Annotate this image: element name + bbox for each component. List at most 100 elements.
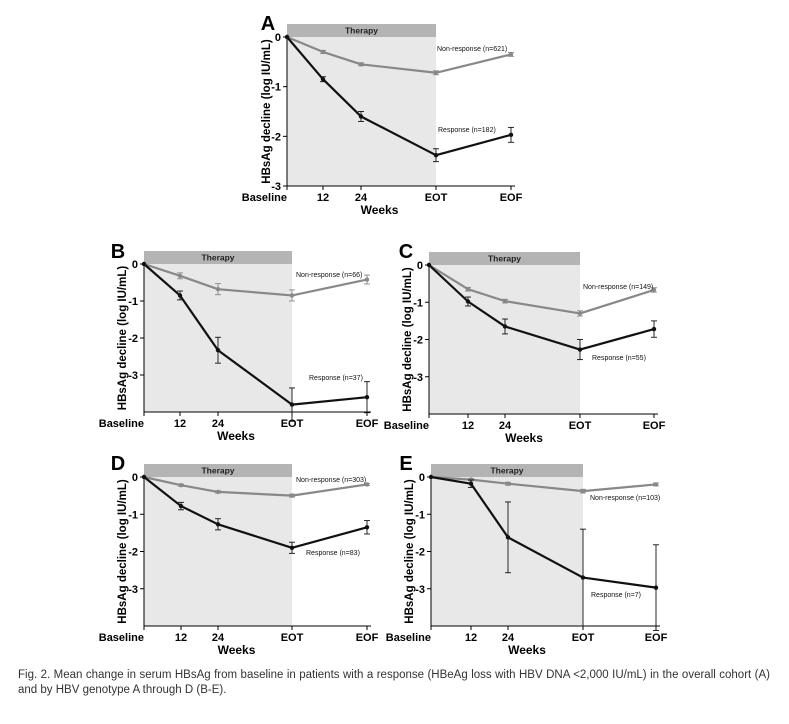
- x-axis-label: Weeks: [508, 643, 546, 657]
- x-tick-label: Baseline: [384, 420, 429, 432]
- y-tick-label: 0: [132, 472, 138, 484]
- x-axis-label: Weeks: [361, 203, 399, 217]
- response-label: Response (n=83): [306, 550, 360, 557]
- x-axis-label: Weeks: [505, 431, 543, 445]
- x-tick-label: 12: [462, 420, 474, 432]
- x-tick-label: EOT: [281, 418, 304, 430]
- response-point: [433, 153, 439, 158]
- x-tick-label: EOF: [643, 420, 666, 432]
- x-tick-label: EOF: [356, 632, 379, 644]
- response-point: [577, 347, 583, 352]
- response-point: [651, 326, 657, 332]
- y-axis-label: HBsAg decline (log IU/mL): [402, 267, 414, 412]
- nonresponse-point: [465, 287, 471, 292]
- nonresponse-point: [508, 52, 514, 57]
- nonresponse-point: [651, 287, 657, 293]
- x-tick-label: 24: [502, 632, 515, 644]
- nonresponse-point: [577, 311, 583, 316]
- response-point: [508, 132, 514, 138]
- nonresponse-point: [320, 49, 326, 55]
- response-point: [141, 261, 147, 267]
- nonresponse-point: [502, 298, 508, 304]
- y-tick-label: -2: [413, 335, 423, 347]
- x-axis-label: Weeks: [218, 643, 256, 657]
- response-label: Response (n=182): [438, 127, 496, 134]
- nonresponse-point: [358, 62, 364, 67]
- response-point: [502, 324, 508, 329]
- nonresponse-point: [433, 70, 439, 75]
- panel-letter: D: [111, 453, 125, 475]
- response-point: [320, 77, 326, 82]
- therapy-header: [429, 252, 580, 265]
- nonresponse-label: Non-response (n=103): [590, 495, 660, 502]
- y-tick-label: -1: [128, 509, 138, 521]
- response-point: [289, 402, 295, 407]
- x-tick-label: 12: [175, 632, 187, 644]
- y-tick-label: -1: [413, 297, 423, 309]
- x-tick-label: EOF: [500, 192, 523, 204]
- y-tick-label: 0: [275, 32, 281, 44]
- x-tick-label: Baseline: [99, 632, 144, 644]
- nonresponse-label: Non-response (n=621): [437, 46, 507, 53]
- therapy-header: [431, 464, 583, 477]
- response-point: [141, 474, 147, 480]
- x-tick-label: EOT: [425, 192, 448, 204]
- y-tick-label: -1: [128, 296, 138, 308]
- y-tick-label: 0: [417, 260, 423, 272]
- response-label: Response (n=37): [309, 375, 363, 382]
- response-point: [505, 535, 511, 540]
- nonresponse-point: [177, 273, 183, 279]
- panel-c: Therapy 0 -1 -2 -3 Baseline 12 24 EOT EOF Weeks HBs…: [384, 241, 666, 445]
- response-point: [580, 575, 586, 580]
- y-tick-label: -2: [271, 131, 281, 143]
- response-point: [428, 474, 434, 480]
- x-tick-label: 24: [355, 192, 368, 204]
- response-point: [289, 545, 295, 550]
- x-tick-label: 24: [499, 420, 512, 432]
- nonresponse-point: [289, 293, 295, 298]
- x-tick-label: EOT: [569, 420, 592, 432]
- y-axis-label: HBsAg decline (log IU/mL): [117, 479, 129, 624]
- panel-d: Therapy 0 -1 -2 -3 Baseline 12 24 EOT EOF Weeks HBs…: [99, 453, 379, 657]
- y-tick-label: -2: [128, 333, 138, 345]
- response-point: [358, 114, 364, 119]
- response-point: [468, 481, 474, 486]
- y-tick-label: -1: [415, 509, 425, 521]
- nonresponse-point: [364, 277, 370, 282]
- y-tick-label: -3: [128, 584, 138, 596]
- y-tick-label: -2: [128, 547, 138, 559]
- x-tick-label: 12: [465, 632, 477, 644]
- response-point: [215, 348, 221, 353]
- y-tick-label: 0: [419, 472, 425, 484]
- nonresponse-point: [215, 489, 221, 495]
- panel-letter: B: [111, 241, 125, 263]
- therapy-header: [287, 24, 436, 37]
- y-tick-label: -3: [413, 372, 423, 384]
- y-tick-label: -3: [128, 370, 138, 382]
- therapy-header: [144, 464, 292, 477]
- panel-letter: E: [399, 453, 412, 475]
- panel-e: Therapy 0 -1 -2 -3 Baseline 12 24 EOT EOF Weeks HBs…: [386, 453, 668, 657]
- therapy-label: Therapy: [345, 26, 378, 36]
- x-tick-label: 24: [212, 632, 225, 644]
- y-tick-label: 0: [132, 259, 138, 271]
- therapy-header: [144, 251, 292, 264]
- y-tick-label: -1: [271, 82, 281, 94]
- x-tick-label: Baseline: [386, 632, 431, 644]
- response-label: Response (n=55): [592, 355, 646, 362]
- figure: Therapy 0 -1 -2 -3 Baseline 12 24 EOT EOF Weeks HBs…: [99, 13, 668, 657]
- response-point: [426, 262, 432, 268]
- response-point: [364, 525, 370, 530]
- panel-letter: A: [261, 13, 275, 35]
- nonresponse-label: Non-response (n=149): [583, 284, 653, 291]
- x-tick-label: 12: [317, 192, 329, 204]
- response-point: [178, 503, 184, 509]
- response-point: [653, 585, 659, 590]
- nonresponse-point: [580, 488, 586, 494]
- nonresponse-point: [653, 482, 659, 487]
- nonresponse-point: [178, 482, 184, 488]
- y-axis-label: HBsAg decline (log IU/mL): [261, 39, 273, 184]
- nonresponse-point: [289, 493, 295, 498]
- response-label: Response (n=7): [591, 592, 641, 599]
